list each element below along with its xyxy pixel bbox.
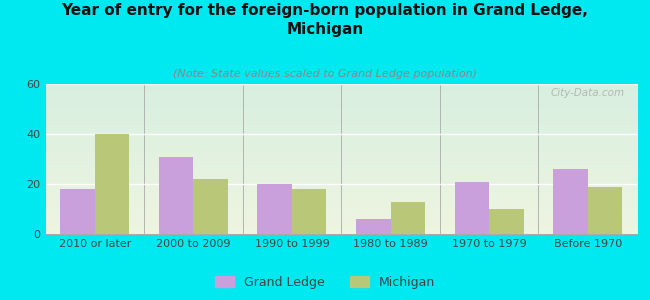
Bar <box>60 189 95 234</box>
Bar <box>588 187 622 234</box>
Bar <box>356 219 391 234</box>
Text: City-Data.com: City-Data.com <box>551 88 625 98</box>
Bar <box>159 157 194 234</box>
Bar <box>454 182 489 234</box>
Text: (Note: State values scaled to Grand Ledge population): (Note: State values scaled to Grand Ledg… <box>173 69 477 79</box>
Bar <box>391 202 425 234</box>
Bar <box>194 179 228 234</box>
Bar <box>292 189 326 234</box>
Bar <box>553 169 588 234</box>
Bar <box>95 134 129 234</box>
Bar <box>489 209 524 234</box>
Text: Year of entry for the foreign-born population in Grand Ledge,
Michigan: Year of entry for the foreign-born popul… <box>62 3 588 37</box>
Bar <box>257 184 292 234</box>
Legend: Grand Ledge, Michigan: Grand Ledge, Michigan <box>210 271 440 294</box>
